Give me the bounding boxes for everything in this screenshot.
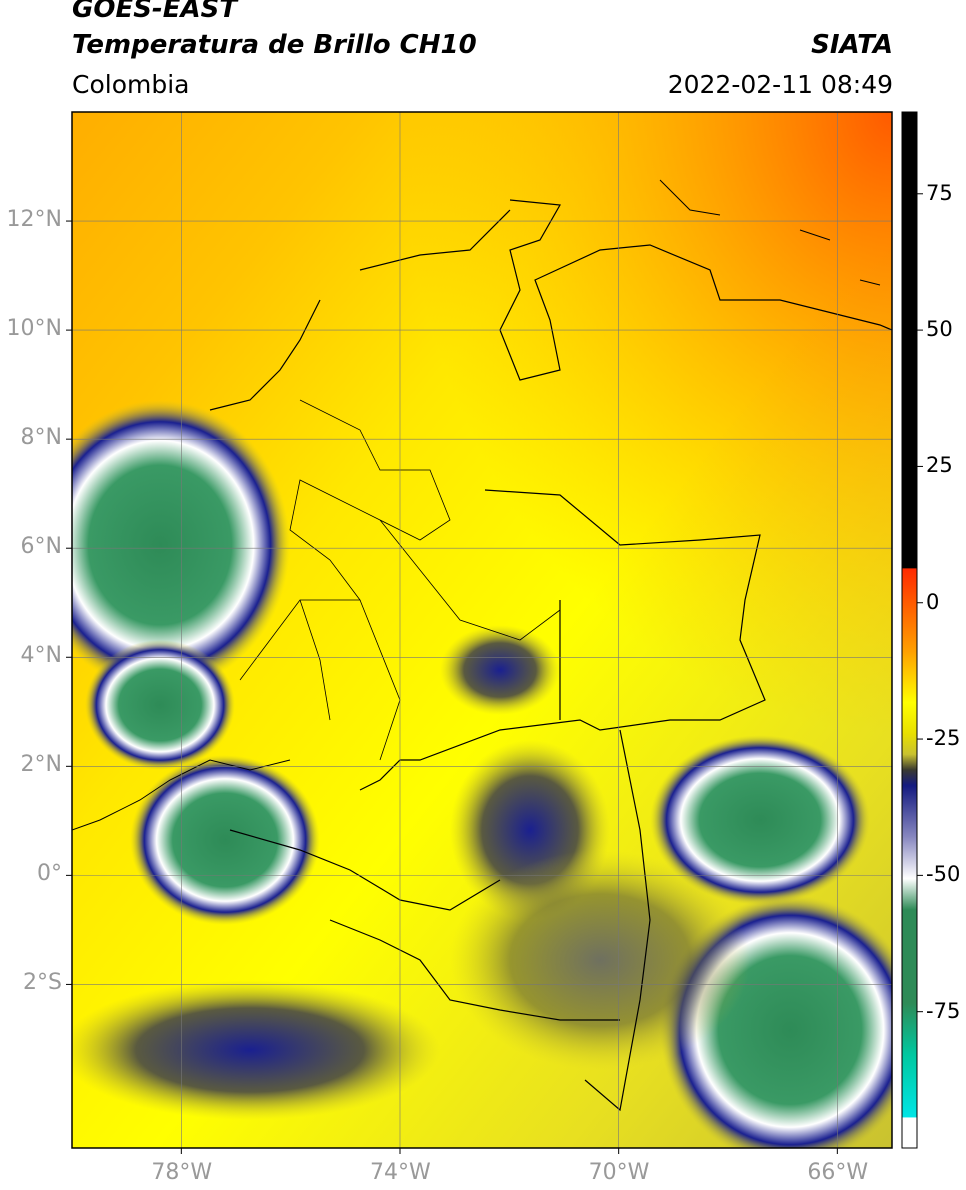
cloud-band <box>440 625 560 715</box>
cloud-cluster <box>85 640 235 770</box>
colorbar-ticks <box>917 193 923 1013</box>
colorbar-label: 25 <box>926 453 953 478</box>
coastline <box>209 209 511 411</box>
colorbar-label: 0 <box>926 589 940 614</box>
latitude-label: 10°N <box>6 316 62 342</box>
product-title: Temperatura de Brillo CH10 <box>72 30 477 60</box>
organization-label: SIATA <box>811 30 893 60</box>
coastline <box>499 199 892 381</box>
longitude-label: 78°W <box>151 1160 213 1185</box>
region-label: Colombia <box>72 70 190 99</box>
border-line <box>559 600 651 1112</box>
colorbar-label: -25 <box>926 726 961 751</box>
map-frame <box>71 111 893 1149</box>
satellite-title: GOES-EAST <box>72 0 238 24</box>
latitude-label: 2°N <box>20 752 62 778</box>
colorbar-label: -50 <box>926 862 961 887</box>
cloud-band <box>72 980 440 1120</box>
department-border <box>239 399 451 681</box>
timestamp-label: 2022-02-11 08:49 <box>667 70 893 99</box>
longitude-label: 66°W <box>807 1160 869 1185</box>
latitude-label: 2°S <box>23 970 62 996</box>
longitude-ticks <box>180 1148 838 1154</box>
latitude-label: 8°N <box>20 425 62 451</box>
longitude-label: 74°W <box>370 1160 431 1185</box>
coastline <box>659 179 881 286</box>
latitude-label: 6°N <box>20 534 62 560</box>
longitude-label: 70°W <box>588 1160 650 1185</box>
cloud-band <box>450 850 750 1070</box>
brightness-temperature-field <box>72 112 892 1148</box>
cloud-cluster <box>72 400 290 690</box>
colorbar-label: -75 <box>926 998 961 1023</box>
latitude-label: 4°N <box>20 643 62 669</box>
cloud-cluster <box>130 755 320 925</box>
latitude-label: 0° <box>37 861 62 887</box>
colorbar-label: 75 <box>926 180 953 205</box>
department-border <box>299 519 561 761</box>
colorbar-label: 50 <box>926 317 953 342</box>
cloud-cluster <box>650 735 870 905</box>
colorbar <box>901 111 918 1149</box>
latitude-ticks <box>66 220 72 985</box>
border-line <box>229 829 620 1021</box>
graticule <box>72 112 892 1148</box>
border-line <box>72 759 291 831</box>
border-line <box>359 489 766 791</box>
latitude-label: 12°N <box>6 207 62 233</box>
